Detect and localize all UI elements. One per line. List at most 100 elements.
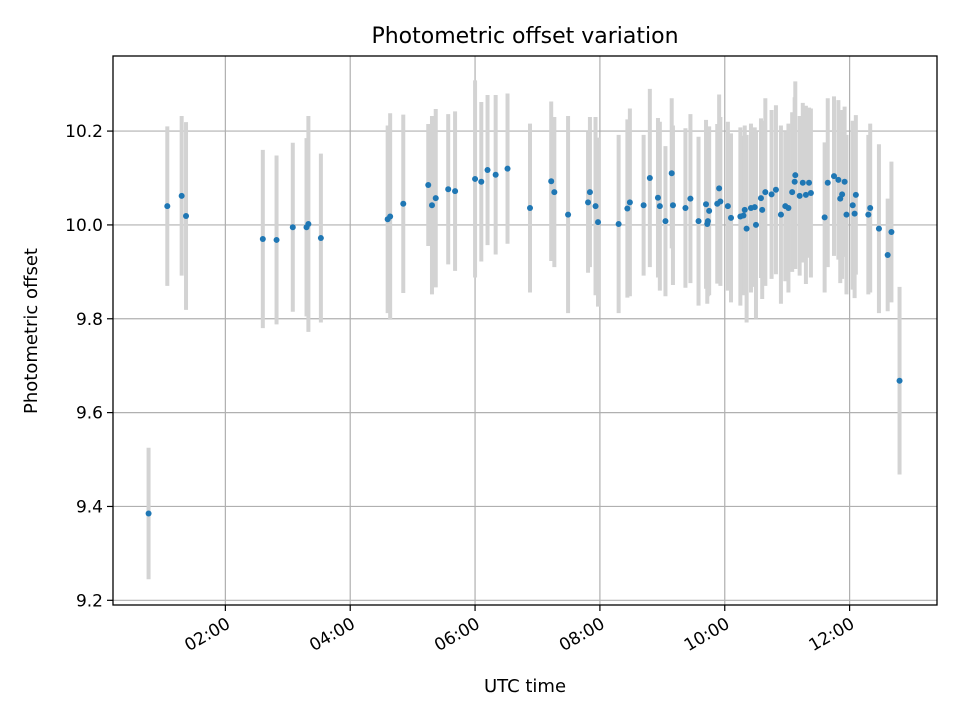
data-point bbox=[716, 185, 723, 192]
data-point bbox=[400, 200, 407, 207]
data-point bbox=[428, 202, 435, 209]
data-point bbox=[751, 204, 758, 211]
data-point bbox=[492, 171, 499, 178]
y-tick-label: 9.6 bbox=[76, 404, 103, 424]
data-point bbox=[656, 203, 663, 210]
x-tick-label: 02:00 bbox=[181, 614, 233, 656]
data-point bbox=[728, 214, 734, 221]
data-point bbox=[884, 251, 891, 258]
data-point bbox=[592, 203, 599, 210]
data-point bbox=[585, 199, 592, 206]
data-point bbox=[452, 188, 459, 195]
data-point bbox=[646, 175, 653, 181]
y-axis-label: Photometric offset bbox=[21, 248, 42, 414]
data-point bbox=[432, 195, 439, 202]
data-point bbox=[796, 192, 803, 199]
data-point bbox=[789, 189, 796, 196]
data-point bbox=[724, 203, 731, 210]
data-point bbox=[668, 170, 675, 177]
data-point bbox=[851, 210, 858, 217]
data-point bbox=[682, 205, 689, 212]
data-point bbox=[706, 207, 713, 214]
data-point bbox=[867, 205, 874, 212]
data-point bbox=[824, 179, 831, 186]
x-tick-label: 04:00 bbox=[306, 614, 358, 656]
data-point bbox=[740, 212, 747, 219]
data-point bbox=[669, 202, 676, 209]
data-point bbox=[839, 191, 846, 198]
data-point bbox=[772, 186, 779, 193]
data-point bbox=[762, 189, 769, 196]
data-point bbox=[831, 173, 837, 180]
data-point bbox=[289, 224, 296, 231]
data-point bbox=[425, 182, 432, 189]
data-point bbox=[654, 194, 661, 201]
data-point bbox=[759, 206, 766, 213]
data-point bbox=[791, 178, 798, 185]
data-point bbox=[548, 178, 555, 185]
plot-frame bbox=[112, 55, 938, 606]
y-tick-label: 10.2 bbox=[65, 122, 103, 142]
data-point bbox=[757, 195, 764, 202]
data-point bbox=[317, 235, 324, 242]
data-point bbox=[695, 218, 702, 225]
data-point bbox=[624, 205, 631, 212]
data-point bbox=[896, 377, 903, 384]
data-point bbox=[785, 205, 792, 212]
y-tick-label: 9.2 bbox=[76, 591, 103, 611]
data-point bbox=[802, 191, 809, 198]
x-tick-label: 10:00 bbox=[681, 614, 733, 656]
data-point bbox=[777, 211, 784, 218]
data-point bbox=[821, 214, 828, 221]
data-point bbox=[586, 189, 593, 196]
data-point bbox=[743, 225, 750, 232]
data-point bbox=[551, 189, 558, 196]
data-point bbox=[852, 191, 859, 198]
data-point bbox=[526, 205, 533, 212]
data-point bbox=[565, 211, 572, 218]
data-point bbox=[865, 211, 872, 218]
y-tick-label: 9.4 bbox=[76, 497, 103, 517]
data-point bbox=[626, 199, 633, 206]
data-point bbox=[717, 198, 724, 205]
y-tick-label: 10.0 bbox=[65, 216, 103, 236]
data-point bbox=[445, 186, 452, 193]
x-tick-label: 08:00 bbox=[556, 614, 608, 656]
x-axis-label: UTC time bbox=[484, 676, 566, 697]
error-bars bbox=[146, 80, 902, 580]
data-point bbox=[768, 191, 775, 198]
data-point bbox=[484, 167, 491, 174]
data-point bbox=[595, 219, 602, 226]
data-point bbox=[273, 236, 280, 243]
data-point bbox=[841, 178, 848, 185]
grid-lines bbox=[113, 56, 937, 605]
data-point bbox=[799, 179, 806, 186]
data-point bbox=[687, 195, 694, 202]
data-point bbox=[259, 236, 266, 242]
data-point bbox=[704, 218, 711, 225]
data-point bbox=[888, 228, 895, 235]
data-point bbox=[849, 202, 856, 209]
data-point bbox=[792, 172, 799, 179]
data-point bbox=[875, 225, 882, 232]
data-point bbox=[164, 203, 171, 210]
data-point bbox=[807, 190, 814, 197]
data-point bbox=[835, 176, 842, 183]
data-point bbox=[615, 220, 622, 227]
chart-title: Photometric offset variation bbox=[371, 24, 678, 49]
data-point bbox=[145, 510, 152, 517]
data-point bbox=[752, 221, 759, 228]
data-point bbox=[640, 202, 647, 209]
data-point bbox=[178, 192, 185, 199]
x-tick-label: 12:00 bbox=[806, 614, 858, 656]
y-tick-label: 9.8 bbox=[76, 310, 103, 330]
data-point bbox=[472, 175, 479, 182]
data-point bbox=[662, 218, 669, 225]
data-point bbox=[478, 178, 485, 185]
data-point bbox=[183, 213, 190, 220]
data-point bbox=[703, 201, 710, 208]
data-points bbox=[145, 165, 903, 517]
data-point bbox=[806, 179, 813, 186]
data-point bbox=[843, 211, 850, 218]
